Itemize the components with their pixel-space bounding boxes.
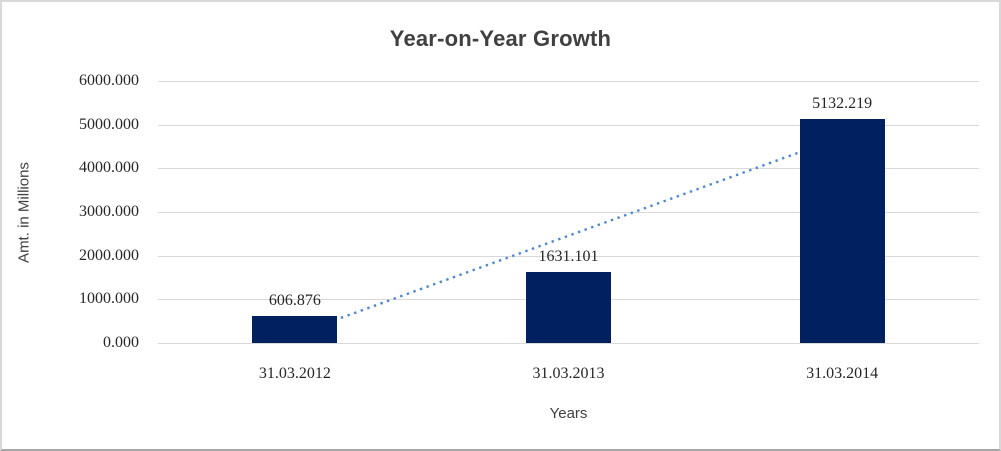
data-label: 1631.101 (538, 247, 599, 265)
gridline (158, 168, 979, 170)
y-tick-label: 6000.000 (79, 72, 139, 89)
bar-31.03.2013 (526, 271, 611, 343)
gridline (158, 212, 979, 213)
data-label: 5132.219 (812, 94, 873, 112)
x-tick-label: 31.03.2013 (532, 365, 605, 382)
y-tick-label: 2000.000 (79, 246, 139, 264)
y-tick-label: 4000.000 (79, 159, 139, 177)
trendline-layer (294, 135, 843, 336)
chart-title: Year-on-Year Growth (389, 26, 612, 51)
plot-area: 606.876 1631.101 5132.219 (158, 81, 979, 344)
gridline (158, 343, 979, 344)
x-tick-label: 31.03.2012 (258, 365, 331, 382)
x-axis-title: Years (549, 405, 588, 422)
y-tick-label: 5000.000 (79, 115, 139, 133)
trendline (294, 135, 843, 336)
gridline (158, 255, 979, 257)
y-tick-label: 0.000 (103, 334, 139, 351)
data-label: 606.876 (268, 292, 321, 310)
y-tick-label: 3000.000 (79, 203, 139, 220)
bar-31.03.2012 (252, 316, 338, 343)
gridline (158, 124, 979, 126)
y-tick-label: 1000.000 (79, 290, 139, 308)
bar-31.03.2014 (799, 118, 885, 343)
x-tick-label: 31.03.2014 (806, 365, 879, 382)
gridline (158, 81, 979, 82)
